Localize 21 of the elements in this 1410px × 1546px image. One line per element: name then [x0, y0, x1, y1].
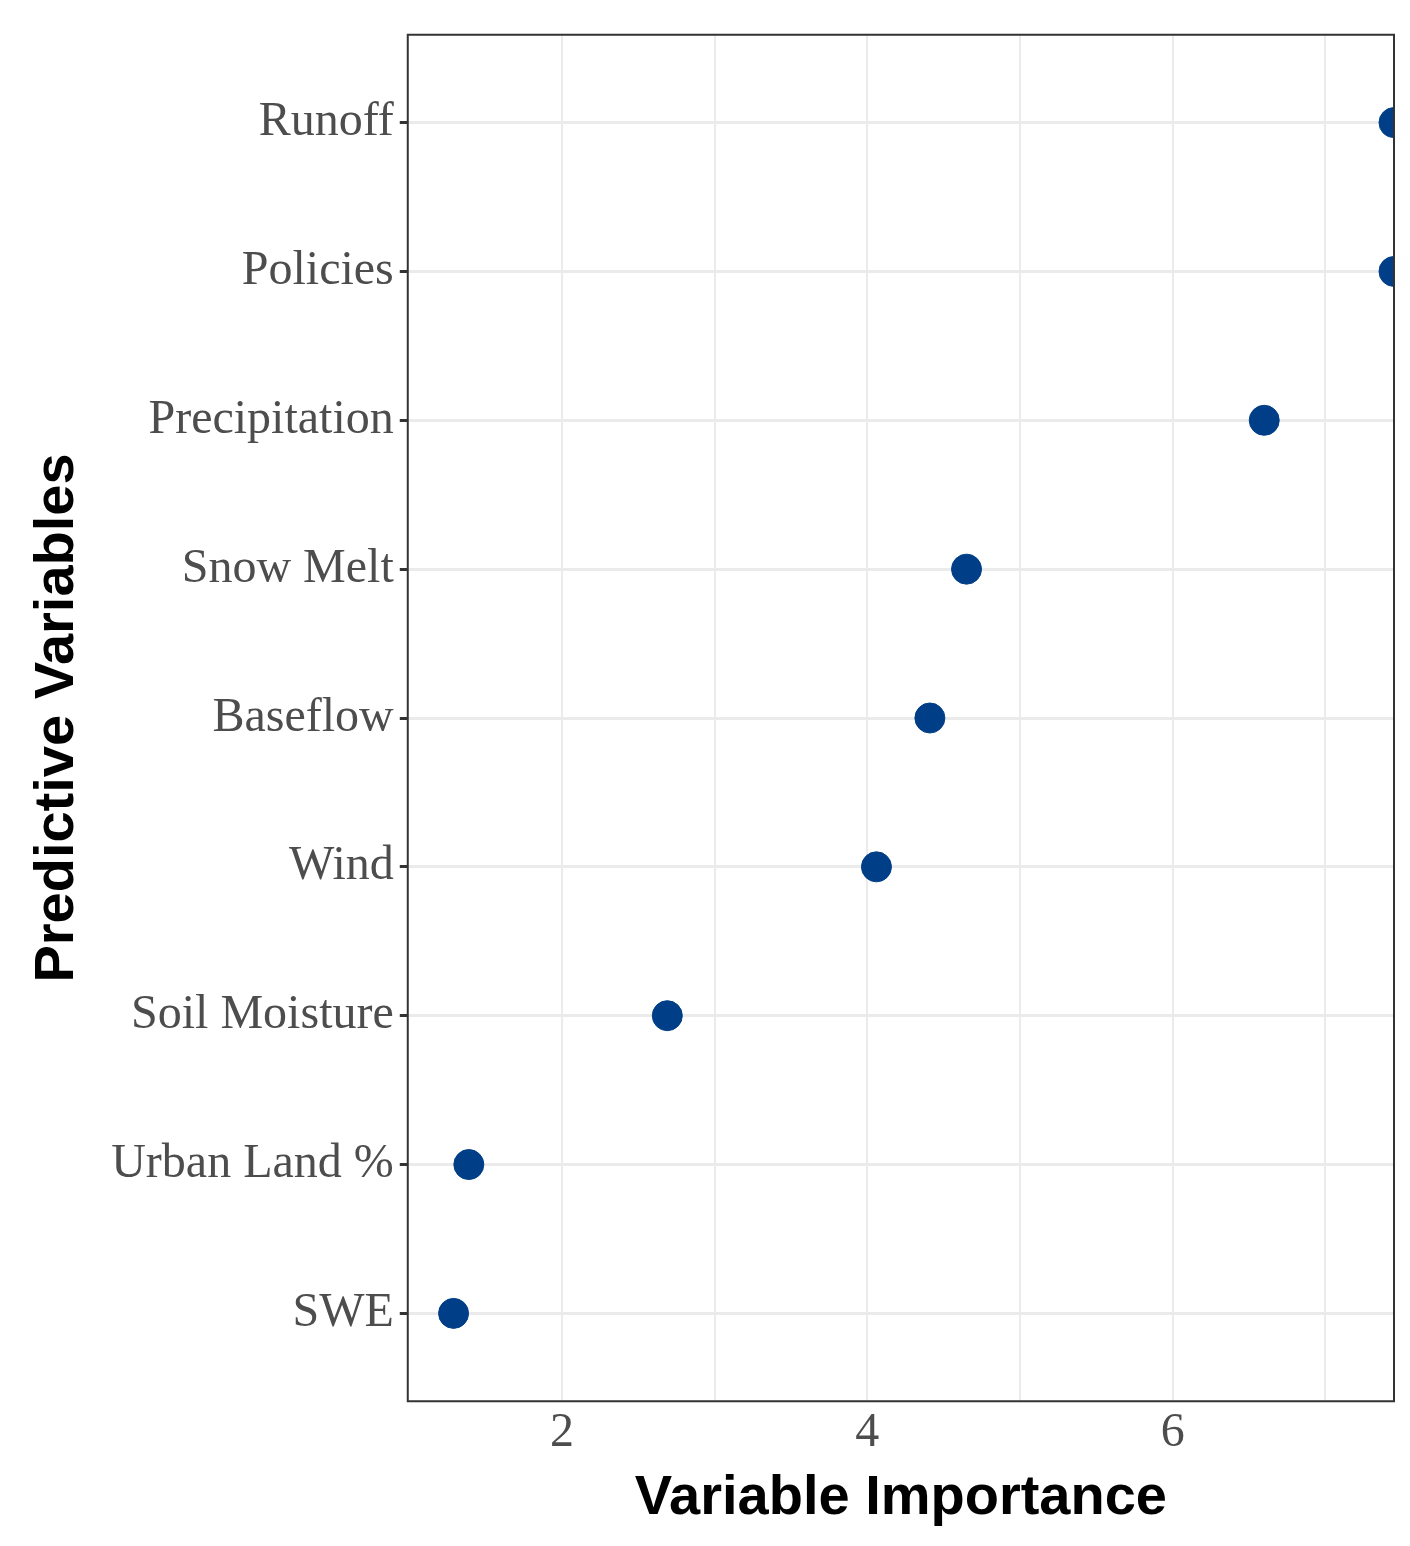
point: [651, 1000, 683, 1032]
y-tick-label: Urban Land %: [111, 1134, 394, 1188]
point: [860, 851, 892, 883]
point: [914, 702, 946, 734]
y-axis-title: Predictive Variables: [22, 453, 86, 983]
point: [438, 1297, 470, 1329]
y-tick-label: Snow Melt: [181, 538, 395, 592]
x-tick-label: 4: [855, 1402, 880, 1456]
y-tick-label: SWE: [292, 1282, 394, 1336]
x-axis-title: Variable Importance: [634, 1462, 1167, 1526]
y-tick-label: Baseflow: [212, 687, 395, 741]
y-tick-label: Soil Moisture: [131, 985, 394, 1039]
point: [453, 1149, 485, 1181]
point: [1248, 404, 1280, 436]
y-tick-label: Precipitation: [148, 389, 394, 443]
y-tick-label: Runoff: [258, 92, 394, 146]
x-tick-label: 6: [1160, 1402, 1185, 1456]
y-tick-label: Wind: [289, 836, 394, 890]
y-tick-label: Policies: [241, 241, 394, 295]
x-tick-label: 2: [549, 1402, 574, 1456]
point: [951, 553, 983, 585]
